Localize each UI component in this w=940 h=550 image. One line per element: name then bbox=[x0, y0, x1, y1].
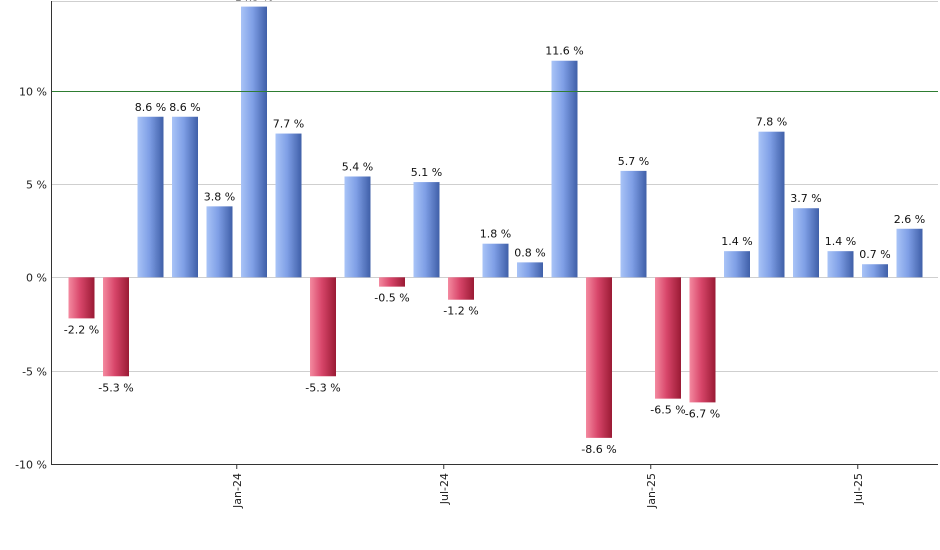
data-label: -6.7 % bbox=[685, 407, 720, 420]
data-label: 8.6 % bbox=[169, 101, 200, 114]
bar bbox=[689, 277, 716, 403]
data-label: 3.7 % bbox=[790, 192, 821, 205]
bar bbox=[620, 170, 647, 278]
bar bbox=[862, 264, 888, 278]
data-label: 1.4 % bbox=[721, 235, 752, 248]
data-label: 0.7 % bbox=[859, 248, 890, 261]
bar bbox=[896, 228, 923, 278]
y-tick-label: -10 % bbox=[15, 459, 47, 472]
bar bbox=[172, 116, 198, 278]
bar bbox=[482, 243, 509, 278]
bar bbox=[655, 277, 681, 399]
data-label: 14.5 % bbox=[235, 0, 273, 4]
data-label: -2.2 % bbox=[64, 323, 99, 336]
data-label: 1.4 % bbox=[825, 235, 856, 248]
bar bbox=[241, 6, 267, 278]
data-label: 3.8 % bbox=[204, 190, 235, 203]
bar bbox=[448, 277, 474, 300]
data-label: 7.8 % bbox=[756, 116, 787, 129]
bar bbox=[137, 116, 164, 278]
bar bbox=[103, 277, 129, 377]
bar bbox=[206, 206, 233, 278]
bar bbox=[827, 251, 854, 278]
x-tick-label: Jan-24 bbox=[231, 473, 244, 509]
data-label: 1.8 % bbox=[480, 228, 511, 241]
data-label: -1.2 % bbox=[443, 305, 478, 318]
bars bbox=[68, 6, 923, 438]
bar bbox=[517, 262, 543, 278]
data-label: 11.6 % bbox=[545, 45, 583, 58]
bar bbox=[586, 277, 612, 438]
bar bbox=[758, 131, 785, 278]
data-label: -8.6 % bbox=[581, 443, 616, 456]
y-tick-label: 0 % bbox=[26, 272, 47, 285]
bar bbox=[68, 277, 95, 319]
data-label: 5.7 % bbox=[618, 155, 649, 168]
bar bbox=[551, 60, 578, 278]
data-label: 7.7 % bbox=[273, 118, 304, 131]
bar bbox=[275, 133, 302, 278]
data-label: -0.5 % bbox=[374, 292, 409, 305]
data-label: 5.1 % bbox=[411, 166, 442, 179]
x-tick-label: Jul-24 bbox=[438, 473, 451, 505]
bar bbox=[344, 176, 371, 278]
bar bbox=[413, 182, 440, 278]
data-label: -6.5 % bbox=[650, 404, 685, 417]
y-tick-label: 10 % bbox=[19, 86, 47, 99]
y-tick-label: -5 % bbox=[22, 366, 47, 379]
data-label: 5.4 % bbox=[342, 160, 373, 173]
bar bbox=[793, 208, 819, 278]
data-label: 2.6 % bbox=[894, 213, 925, 226]
bar bbox=[724, 251, 750, 278]
bar bbox=[310, 277, 336, 377]
data-label: 8.6 % bbox=[135, 101, 166, 114]
data-label: 0.8 % bbox=[514, 246, 545, 259]
bar bbox=[379, 277, 405, 287]
x-tick-label: Jul-25 bbox=[852, 473, 865, 505]
data-labels: -2.2 % -5.3 % 8.6 %8.6 % 3.8 % 14.5 % 7.7 % -5… bbox=[64, 0, 925, 456]
y-tick-label: 5 % bbox=[26, 179, 47, 192]
data-label: -5.3 % bbox=[98, 381, 133, 394]
x-tick-label: Jan-25 bbox=[645, 473, 658, 509]
axes: -10 % -5 % 0 % 5 % 10 % Jan-24 Jul-24 Jan-25 Jul… bbox=[15, 1, 938, 509]
data-label: -5.3 % bbox=[305, 381, 340, 394]
